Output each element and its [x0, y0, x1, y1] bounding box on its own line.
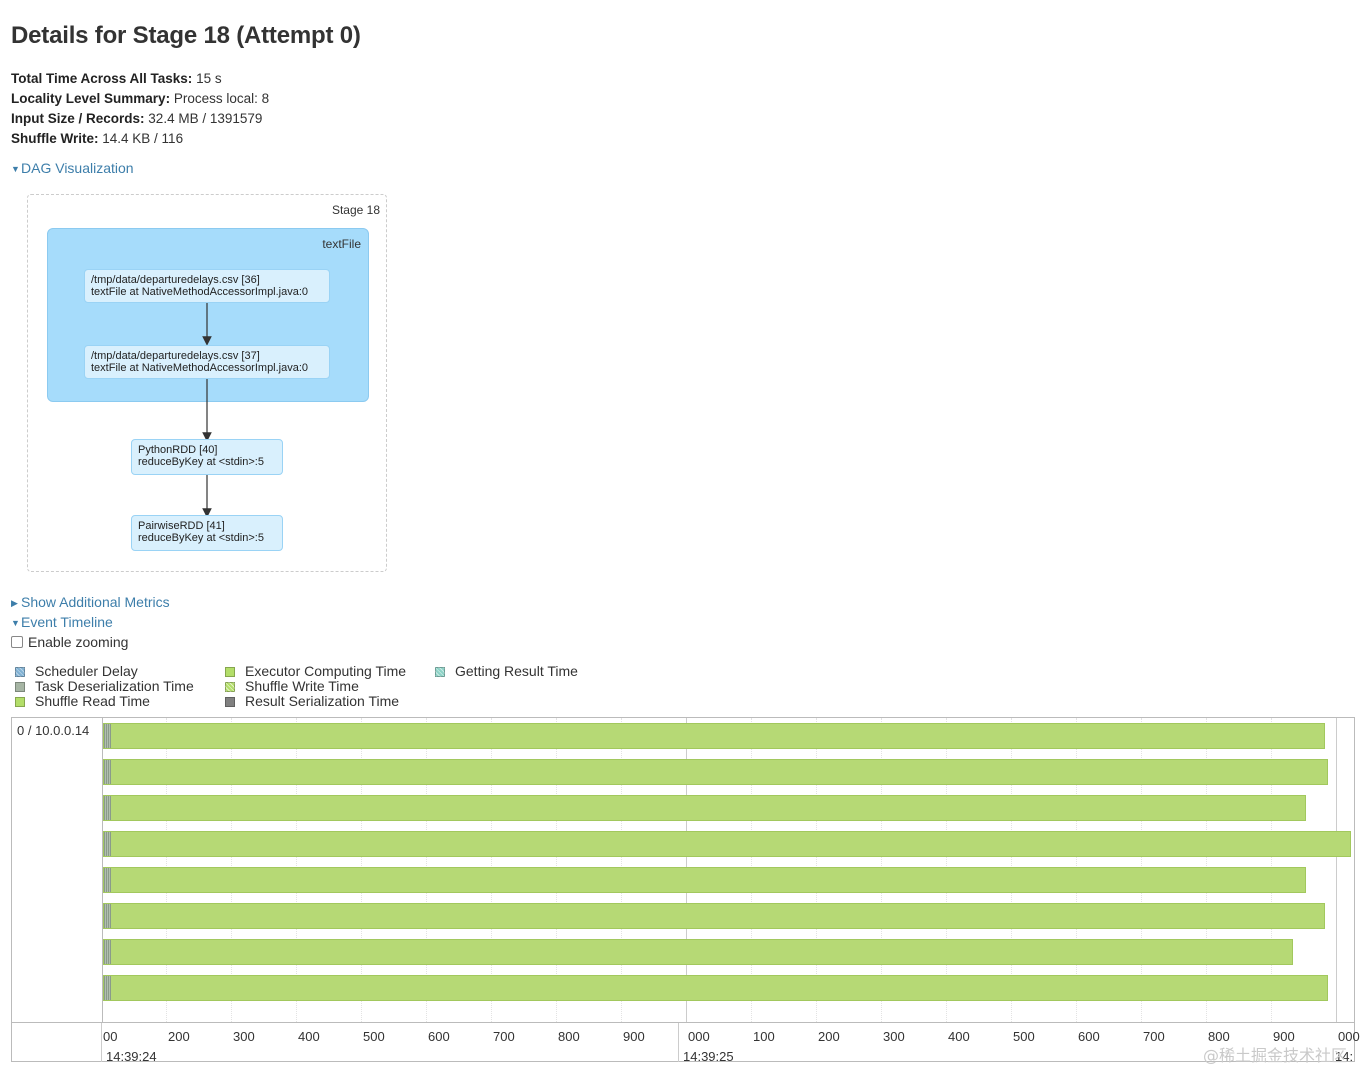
timeline-task-bar[interactable]: [103, 723, 1325, 749]
page-title: Details for Stage 18 (Attempt 0): [11, 22, 361, 49]
dag-node-rdd-36[interactable]: /tmp/data/departuredelays.csv [36] textFi…: [84, 269, 330, 303]
timeline-task-bar[interactable]: [103, 903, 1325, 929]
timeline-task-overhead: [104, 796, 111, 820]
summary-total-time: Total Time Across All Tasks: 15 s: [11, 71, 222, 86]
legend-item-task-deserialization: Task Deserialization Time: [15, 679, 194, 694]
timeline-axis: 00 200 300 400 500 600 700 800 900 000 100 200 300 40…: [12, 1022, 1360, 1064]
timeline-tick-label: 400: [298, 1029, 320, 1044]
stage-summary: Total Time Across All Tasks: 15 s Locali…: [11, 69, 269, 149]
legend-swatch: [225, 681, 235, 692]
timeline-tick-label: 000: [1338, 1029, 1360, 1044]
timeline-tick-label: 900: [1273, 1029, 1295, 1044]
timeline-tasks-area[interactable]: [103, 718, 1354, 1022]
timeline-tick-label: 600: [428, 1029, 450, 1044]
legend-swatch: [15, 666, 25, 677]
dag-stage-label: Stage 18: [331, 203, 380, 217]
timeline-time-label: 14:: [1335, 1049, 1354, 1064]
timeline-tick-label: 500: [363, 1029, 385, 1044]
caret-right-icon: ▶: [11, 598, 18, 608]
timeline-tick-label: 400: [948, 1029, 970, 1044]
enable-zooming-label: Enable zooming: [28, 634, 129, 650]
show-additional-metrics-toggle[interactable]: ▶ Show Additional Metrics: [11, 594, 170, 610]
timeline-task-bar[interactable]: [103, 975, 1329, 1001]
summary-locality: Locality Level Summary: Process local: 8: [11, 91, 270, 106]
timeline-executor-label: 0 / 10.0.0.14: [17, 723, 90, 738]
legend-swatch: [15, 696, 25, 707]
timeline-tick-label: 500: [1013, 1029, 1035, 1044]
timeline-executor-group: 0 / 10.0.0.14: [12, 718, 103, 1022]
timeline-task-overhead: [104, 832, 111, 856]
legend-swatch: [225, 696, 235, 707]
caret-down-icon: ▼: [11, 164, 20, 174]
timeline-time-label: 14:39:24: [106, 1049, 157, 1064]
legend-item-scheduler-delay: Scheduler Delay: [15, 664, 194, 679]
legend-swatch: [15, 681, 25, 692]
legend-item-getting-result: Getting Result Time: [435, 664, 578, 679]
legend-swatch: [225, 666, 235, 677]
timeline-axis-major-line: [101, 1023, 102, 1062]
summary-shuffle-write: Shuffle Write: 14.4 KB / 116: [11, 131, 184, 146]
legend-col-1: Scheduler Delay Task Deserialization Tim…: [15, 664, 194, 709]
legend-col-3: Getting Result Time: [435, 664, 578, 679]
legend-item-shuffle-write: Shuffle Write Time: [225, 679, 406, 694]
timeline-tick-label: 00: [103, 1029, 118, 1044]
timeline-task-bar[interactable]: [103, 867, 1306, 893]
timeline-tick-label: 700: [493, 1029, 515, 1044]
enable-zooming-checkbox[interactable]: [11, 636, 23, 648]
timeline-tick-label: 100: [753, 1029, 775, 1044]
dag-node-pairwiserdd-41[interactable]: PairwiseRDD [41] reduceByKey at <stdin>:5: [131, 515, 283, 551]
legend-col-2: Executor Computing Time Shuffle Write Ti…: [225, 664, 406, 709]
dag-node-rdd-37[interactable]: /tmp/data/departuredelays.csv [37] textFi…: [84, 345, 330, 379]
event-timeline[interactable]: 0 / 10.0.0.14 00 200 300 400 500 600 700 800 900…: [11, 717, 1360, 1064]
timeline-task-bar[interactable]: [103, 795, 1306, 821]
legend-item-shuffle-read: Shuffle Read Time: [15, 694, 194, 709]
timeline-tick-label: 300: [883, 1029, 905, 1044]
timeline-task-overhead: [104, 760, 111, 784]
legend-swatch: [435, 666, 445, 677]
timeline-tick-label: 900: [623, 1029, 645, 1044]
dag-visualization: Stage 18 textFile /tmp/data/departuredel…: [27, 194, 387, 572]
legend-item-executor-computing: Executor Computing Time: [225, 664, 406, 679]
timeline-task-overhead: [104, 976, 111, 1000]
timeline-time-label: 14:39:25: [683, 1049, 734, 1064]
dag-cluster-label: textFile: [322, 237, 361, 251]
timeline-tick-label: 700: [1143, 1029, 1165, 1044]
timeline-task-overhead: [104, 904, 111, 928]
timeline-axis-major-line: [678, 1023, 679, 1062]
timeline-tick-label: 800: [558, 1029, 580, 1044]
summary-input-size: Input Size / Records: 32.4 MB / 1391579: [11, 111, 263, 126]
timeline-task-overhead: [104, 868, 111, 892]
dag-visualization-toggle[interactable]: ▼DAG Visualization: [11, 160, 134, 176]
timeline-task-overhead: [104, 724, 111, 748]
timeline-tick-label: 800: [1208, 1029, 1230, 1044]
enable-zooming[interactable]: Enable zooming: [11, 634, 128, 650]
dag-node-pythonrdd-40[interactable]: PythonRDD [40] reduceByKey at <stdin>:5: [131, 439, 283, 475]
caret-down-icon: ▼: [11, 618, 20, 628]
timeline-tick-label: 600: [1078, 1029, 1100, 1044]
legend-item-result-serialization: Result Serialization Time: [225, 694, 406, 709]
timeline-tick-label: 000: [688, 1029, 710, 1044]
watermark: @稀土掘金技术社区: [1203, 1046, 1348, 1065]
timeline-task-bar[interactable]: [103, 831, 1351, 857]
timeline-task-bar[interactable]: [103, 939, 1293, 965]
timeline-task-overhead: [104, 940, 111, 964]
dag-edges: [202, 303, 212, 518]
timeline-tick-label: 300: [233, 1029, 255, 1044]
timeline-tick-label: 200: [168, 1029, 190, 1044]
timeline-tick-label: 200: [818, 1029, 840, 1044]
timeline-gridline: [1336, 718, 1337, 1022]
event-timeline-toggle[interactable]: ▼Event Timeline: [11, 614, 113, 630]
timeline-task-bar[interactable]: [103, 759, 1329, 785]
